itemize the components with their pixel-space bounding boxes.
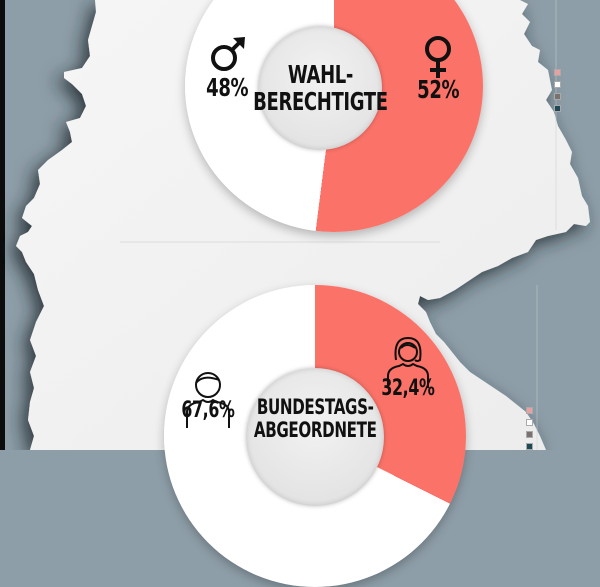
legend-swatches-top xyxy=(554,69,561,112)
legend-swatches-bottom xyxy=(526,407,533,450)
voters-male-stat: 48% xyxy=(197,35,257,102)
legend-swatch-red xyxy=(554,69,561,76)
legend-swatch-white xyxy=(554,81,561,88)
mps-title-line1: BUNDESTAGS- xyxy=(256,395,374,419)
legend-swatch-gray xyxy=(526,431,533,438)
left-border-strip xyxy=(0,0,5,450)
female-symbol-icon xyxy=(425,36,451,78)
mps-female-stat: 32,4% xyxy=(376,334,440,401)
voters-male-value: 48% xyxy=(205,73,249,102)
legend-swatch-gray xyxy=(554,93,561,100)
mps-donut-center: BUNDESTAGS- ABGEORDNETE xyxy=(246,368,384,506)
legend-swatch-red xyxy=(526,407,533,414)
woman-avatar-icon xyxy=(387,336,429,388)
voters-title: WAHL- BERECHTIGTE xyxy=(253,61,388,115)
voters-female-value: 52% xyxy=(416,75,460,104)
mps-male-stat: 67,6% xyxy=(176,368,240,428)
man-avatar-icon xyxy=(186,372,230,428)
voters-title-line1: WAHL- xyxy=(287,60,353,89)
mps-title: BUNDESTAGS- ABGEORDNETE xyxy=(254,396,377,441)
legend-swatch-teal xyxy=(554,105,561,112)
mps-female-value: 32,4% xyxy=(381,376,435,401)
voters-donut-center: WAHL- BERECHTIGTE xyxy=(253,26,388,150)
mps-male-value: 67,6% xyxy=(181,398,235,423)
legend-swatch-teal xyxy=(526,443,533,450)
voters-female-stat: 52% xyxy=(408,35,468,104)
mps-title-line2: ABGEORDNETE xyxy=(253,417,377,442)
male-symbol-icon xyxy=(211,37,245,71)
voters-title-line2: BERECHTIGTE xyxy=(252,87,388,116)
legend-swatch-white xyxy=(526,419,533,426)
